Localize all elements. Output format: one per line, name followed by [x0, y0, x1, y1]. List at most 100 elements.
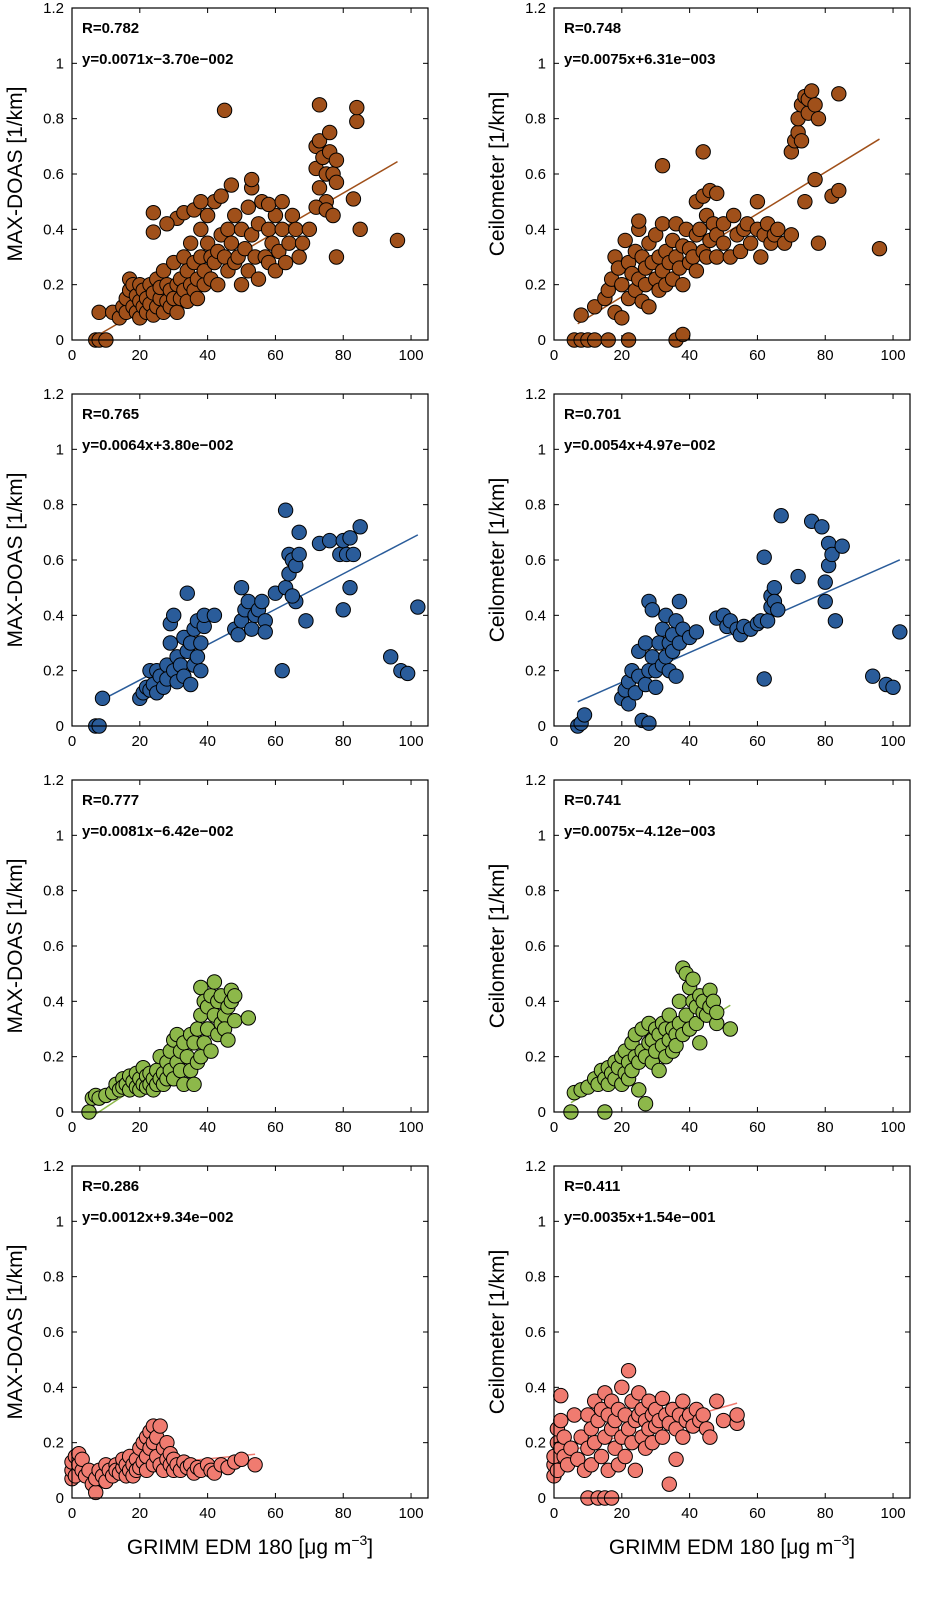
data-point	[274, 193, 290, 210]
y-tick-label: 0	[538, 718, 546, 735]
data-point	[641, 299, 657, 315]
x-tick-label: 40	[199, 1119, 216, 1136]
x-tick-label: 20	[613, 1505, 630, 1522]
y-tick-label: 1	[56, 827, 64, 844]
data-point	[227, 988, 243, 1004]
data-point	[756, 549, 772, 565]
data-point	[627, 1462, 644, 1479]
data-point	[817, 593, 833, 610]
data-point	[233, 579, 250, 596]
annotation-r: R=0.748	[564, 20, 621, 37]
annotation-equation: y=0.0071x−3.70e−002	[82, 51, 233, 68]
y-tick-label: 1	[56, 441, 64, 458]
y-tick-label: 0.6	[43, 166, 64, 183]
x-tick-label: 20	[131, 1119, 148, 1136]
data-point	[301, 221, 318, 238]
data-point	[654, 158, 671, 174]
data-point	[627, 685, 644, 701]
data-point	[702, 1429, 718, 1445]
data-point	[648, 227, 664, 243]
annotation-r: R=0.782	[82, 20, 139, 37]
y-tick-label: 0	[56, 1104, 64, 1121]
y-tick-label: 1	[538, 827, 546, 844]
data-point	[631, 213, 647, 229]
y-axis-label: MAX-DOAS [1/km]	[4, 1244, 27, 1419]
annotation-r: R=0.701	[564, 406, 621, 423]
data-point	[179, 585, 195, 601]
y-tick-label: 1	[538, 55, 546, 72]
y-axis-label: MAX-DOAS [1/km]	[4, 86, 27, 261]
data-point	[695, 1407, 711, 1423]
data-point	[865, 668, 881, 684]
y-tick-label: 0.4	[43, 1379, 64, 1396]
data-point	[298, 613, 314, 629]
data-point	[709, 1393, 725, 1409]
data-point	[573, 1429, 589, 1445]
x-tick-label: 100	[881, 733, 906, 750]
y-tick-label: 0.2	[43, 1435, 64, 1452]
data-point	[223, 235, 240, 251]
data-point	[291, 524, 307, 541]
y-tick-label: 0	[56, 332, 64, 349]
y-tick-label: 0.6	[525, 938, 546, 955]
data-point	[91, 304, 107, 321]
x-tick-label: 100	[399, 1505, 424, 1522]
y-tick-label: 0.6	[43, 1324, 64, 1341]
data-point	[193, 635, 209, 651]
data-point	[675, 326, 691, 343]
data-point	[206, 607, 223, 624]
data-point	[654, 216, 671, 232]
data-point	[227, 1013, 243, 1029]
y-axis-label: MAX-DOAS [1/km]	[4, 472, 27, 647]
x-tick-label: 40	[681, 1119, 698, 1136]
x-tick-label: 80	[335, 733, 352, 750]
data-point	[250, 271, 267, 287]
data-point	[186, 1076, 202, 1093]
y-tick-label: 1	[56, 55, 64, 72]
data-point	[216, 102, 233, 119]
data-point	[240, 1010, 257, 1026]
data-point	[644, 602, 661, 618]
data-point	[692, 1035, 708, 1051]
data-point	[166, 607, 182, 624]
data-point	[742, 235, 759, 251]
data-point	[675, 1429, 691, 1445]
x-tick-label: 0	[550, 733, 558, 750]
y-tick-label: 0.4	[43, 221, 64, 238]
data-point	[709, 249, 725, 265]
y-tick-label: 1	[56, 1213, 64, 1230]
y-tick-label: 0.4	[43, 993, 64, 1010]
y-tick-label: 1.2	[525, 0, 546, 17]
data-point	[770, 602, 786, 618]
data-point	[715, 235, 732, 251]
x-tick-label: 80	[817, 1505, 834, 1522]
data-point	[695, 144, 711, 160]
x-tick-label: 100	[399, 1119, 424, 1136]
data-point	[654, 1390, 671, 1407]
data-point	[722, 1021, 739, 1037]
data-point	[162, 635, 179, 651]
data-point	[709, 1004, 725, 1021]
data-point	[189, 649, 206, 665]
data-point	[284, 207, 301, 224]
data-point	[220, 1032, 236, 1048]
x-tick-label: 40	[681, 733, 698, 750]
data-point	[570, 1451, 586, 1467]
data-point	[328, 152, 345, 168]
data-point	[352, 519, 368, 535]
data-point	[807, 97, 823, 113]
data-point	[556, 1429, 572, 1445]
data-point	[620, 696, 637, 712]
chart-panel-row4-right: 0 20 40 60 80 100 0 0.2 0.4 0.6 0.8 1 1.2 R=0.411 y=0.…	[486, 1158, 911, 1559]
chart-panel-row4-left: 0 20 40 60 80 100 0 0.2 0.4 0.6 0.8 1 1.2 R=0.286 y=0.…	[4, 1158, 429, 1559]
data-point	[193, 193, 209, 210]
plot-area	[72, 780, 428, 1112]
x-tick-label: 20	[131, 347, 148, 364]
y-tick-label: 0.6	[43, 938, 64, 955]
data-point	[685, 971, 701, 987]
data-point	[294, 235, 311, 251]
data-point	[260, 196, 277, 213]
data-point	[766, 579, 783, 596]
annotation-r: R=0.741	[564, 792, 621, 809]
